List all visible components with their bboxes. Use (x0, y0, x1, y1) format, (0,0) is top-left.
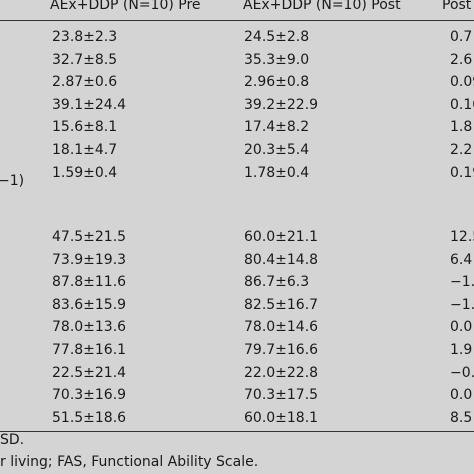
cell-post: 80.4±14.8 (244, 251, 319, 268)
cell-post: 70.3±17.5 (244, 387, 319, 404)
cell-post: 1.78±0.4 (244, 164, 310, 181)
cell-pre: 1.59±0.4 (52, 164, 118, 181)
cell-pre: 2.87±0.6 (52, 74, 118, 91)
cell-change: 0.7 (450, 29, 473, 45)
table-row: 1.59±0.4 1.78±0.4 0.19 (0, 162, 474, 184)
table-row: 73.9±19.3 80.4±14.8 6.4 (0, 249, 474, 271)
cell-change: −0.5 (450, 364, 474, 381)
cell-pre: 22.5±21.4 (52, 364, 127, 381)
table-row: 32.7±8.5 35.3±9.0 2.6 (0, 49, 474, 71)
cell-change: 1.9 (450, 342, 473, 358)
cell-change: 2.2 (450, 142, 473, 158)
cell-post: 20.3±5.4 (244, 142, 310, 158)
cell-pre: 23.8±2.3 (52, 29, 118, 45)
cell-change: 0.0 (450, 319, 473, 336)
table-row: 22.5±21.4 22.0±22.8 −0.5 (0, 362, 474, 384)
cell-change: −1.1 (450, 296, 474, 313)
cell-pre: 32.7±8.5 (52, 51, 118, 68)
header-change: Post (442, 0, 472, 13)
cell-post: 79.7±16.6 (244, 342, 319, 358)
footnote-1: SD. (0, 432, 25, 448)
cell-post: 39.2±22.9 (244, 96, 319, 113)
header-pre: AEx+DDP (N=10) Pre (50, 0, 201, 13)
cell-change: 8.5 (450, 409, 473, 426)
footnote-2: r living; FAS, Functional Ability Scale. (0, 454, 259, 470)
cell-pre: 51.5±18.6 (52, 409, 127, 426)
cell-post: 82.5±16.7 (244, 296, 319, 313)
header-post: AEx+DDP (N=10) Post (243, 0, 401, 13)
cell-change: 0.09 (450, 74, 474, 91)
cell-pre: 78.0±13.6 (52, 319, 127, 336)
table-row: 39.1±24.4 39.2±22.9 0.10 (0, 94, 474, 116)
cell-change: 0.10 (450, 96, 474, 113)
cell-pre: 77.8±16.1 (52, 342, 127, 358)
table-bottom-rule (0, 431, 474, 432)
row-label-partial: −1) (0, 173, 25, 189)
cell-change: 0.0 (450, 387, 473, 404)
cell-pre: 73.9±19.3 (52, 251, 127, 268)
cell-change: 6.4 (450, 251, 473, 268)
cell-post: 2.96±0.8 (244, 74, 310, 91)
cell-change: 0.19 (450, 164, 474, 181)
table-row: 87.8±11.6 86.7±6.3 −1.1 (0, 271, 474, 293)
table-header: AEx+DDP (N=10) Pre AEx+DDP (N=10) Post P… (0, 0, 474, 20)
cell-pre: 15.6±8.1 (52, 119, 118, 136)
cell-pre: 83.6±15.9 (52, 296, 127, 313)
cell-pre: 18.1±4.7 (52, 142, 118, 158)
cell-change: 12.5 (450, 229, 474, 245)
cell-post: 17.4±8.2 (244, 119, 310, 136)
header-rule (0, 20, 474, 21)
cell-change: 1.8 (450, 119, 473, 136)
cell-post: 78.0±14.6 (244, 319, 319, 336)
table-row: 18.1±4.7 20.3±5.4 2.2 (0, 139, 474, 161)
table-row: 15.6±8.1 17.4±8.2 1.8 (0, 116, 474, 138)
cell-pre: 70.3±16.9 (52, 387, 127, 404)
cell-post: 60.0±18.1 (244, 409, 319, 426)
cell-post: 24.5±2.8 (244, 29, 310, 45)
cell-change: 2.6 (450, 51, 473, 68)
table-row: 47.5±21.5 60.0±21.1 12.5 (0, 226, 474, 248)
table-row: 70.3±16.9 70.3±17.5 0.0 (0, 384, 474, 406)
cell-post: 60.0±21.1 (244, 229, 319, 245)
cell-change: −1.1 (450, 274, 474, 291)
cell-pre: 87.8±11.6 (52, 274, 127, 291)
cell-post: 86.7±6.3 (244, 274, 310, 291)
table-row: 83.6±15.9 82.5±16.7 −1.1 (0, 294, 474, 316)
table-row: 23.8±2.3 24.5±2.8 0.7 (0, 26, 474, 48)
cell-post: 22.0±22.8 (244, 364, 319, 381)
cell-post: 35.3±9.0 (244, 51, 310, 68)
cell-pre: 47.5±21.5 (52, 229, 127, 245)
table-row: 2.87±0.6 2.96±0.8 0.09 (0, 71, 474, 93)
table-row: 78.0±13.6 78.0±14.6 0.0 (0, 316, 474, 338)
cell-pre: 39.1±24.4 (52, 96, 127, 113)
table-row: 51.5±18.6 60.0±18.1 8.5 (0, 407, 474, 429)
table-row: 77.8±16.1 79.7±16.6 1.9 (0, 339, 474, 361)
